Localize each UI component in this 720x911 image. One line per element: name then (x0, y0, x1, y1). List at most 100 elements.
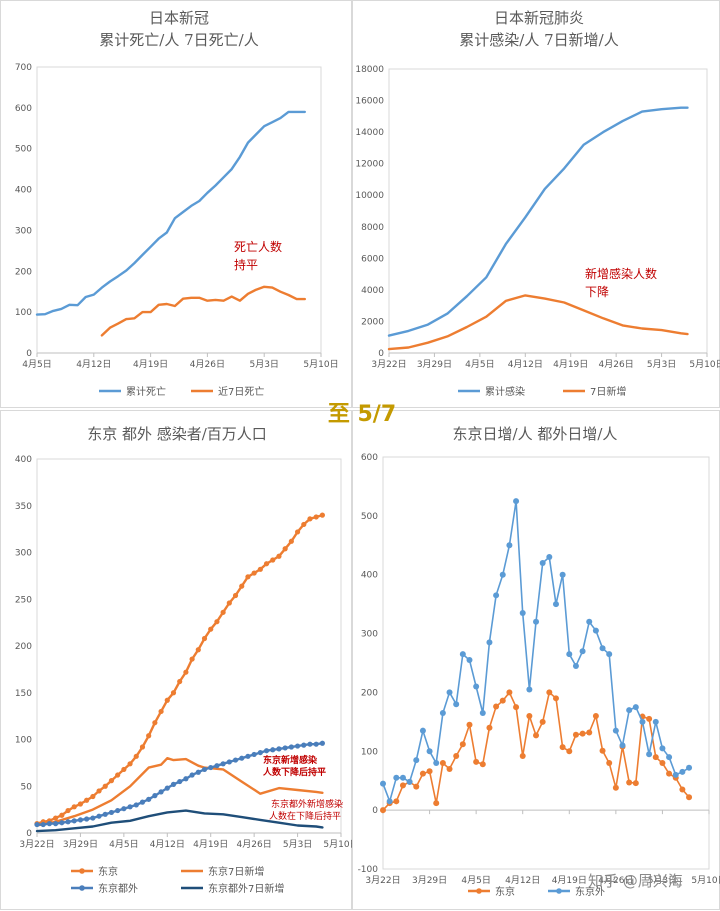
y-tick-label: 200 (15, 642, 32, 652)
outside-annotation-line2: 人数在下降后持平 (269, 810, 341, 822)
chart-subtitle: 累计感染/人 7日新增/人 (459, 31, 618, 49)
series-point-2 (526, 686, 533, 693)
series-point-1 (133, 753, 139, 759)
y-tick-label: 400 (15, 186, 32, 196)
series-point-1 (446, 765, 453, 772)
x-tick-label: 4月12日 (150, 839, 185, 850)
series-point-1 (579, 730, 586, 737)
series-point-2 (619, 742, 626, 749)
x-tick-label: 4月26日 (598, 875, 633, 886)
series-point-1 (599, 747, 606, 754)
series-line-2 (382, 500, 690, 803)
series-point-3 (276, 746, 282, 752)
series-point-3 (96, 813, 102, 819)
y-tick-label: 300 (15, 549, 32, 559)
series-point-1 (519, 752, 526, 759)
series-point-3 (164, 785, 170, 791)
y-tick-label: 6000 (361, 254, 384, 264)
series-point-1 (177, 678, 183, 685)
y-tick-label: 300 (361, 630, 378, 640)
series-point-2 (646, 751, 653, 758)
series-point-2 (606, 651, 613, 658)
series-point-1 (566, 748, 573, 755)
series-line-1 (387, 106, 689, 337)
series-point-1 (71, 804, 77, 810)
legend-entry: 东京都外 (98, 882, 138, 895)
daily-chart-svg: 东京日增/人 都外日增/人 -100 0 100 200 300 400 500 600 3月2… (358, 425, 720, 898)
series-point-3 (307, 741, 313, 747)
series-point-3 (139, 799, 146, 805)
series-point-2 (672, 771, 679, 778)
series-point-2 (413, 757, 420, 764)
series-point-3 (270, 747, 276, 753)
series-point-1 (65, 807, 71, 814)
series-point-3 (177, 778, 183, 785)
series-point-2 (686, 764, 693, 771)
series-point-3 (226, 759, 232, 765)
chart-title: 东京 都外 感染者/百万人口 (87, 425, 267, 443)
series-point-3 (313, 741, 319, 747)
y-tick-label: 600 (15, 104, 32, 114)
series-point-2 (566, 651, 573, 658)
series-point-2 (626, 707, 633, 714)
series-point-3 (183, 776, 189, 782)
series-point-1 (453, 752, 460, 759)
series-point-1 (220, 609, 226, 615)
y-tick-label: 16000 (355, 97, 384, 107)
series-point-2 (579, 648, 586, 655)
series-point-3 (121, 806, 127, 812)
y-tick-label: 0 (372, 806, 378, 816)
series-point-1 (257, 566, 263, 572)
series-point-3 (220, 761, 226, 767)
series-point-2 (439, 710, 446, 717)
x-tick-label: 5月3日 (647, 359, 676, 370)
infections-annotation-line2: 下降 (585, 285, 609, 299)
legend-entry: 东京 (495, 885, 515, 898)
y-tick-label: -100 (358, 865, 379, 875)
legend-entry: 东京外 (575, 885, 605, 898)
x-tick-label: 4月26日 (190, 359, 225, 370)
series-point-2 (533, 618, 540, 625)
chart-title: 日本新冠 (149, 9, 209, 27)
series-point-2 (386, 798, 393, 805)
series-point-1 (626, 779, 633, 786)
series-point-1 (539, 718, 546, 725)
x-tick-label: 5月10日 (323, 839, 353, 850)
y-tick-label: 300 (15, 226, 32, 236)
legend-entry: 东京 (98, 865, 118, 878)
legend-entry: 东京都外7日新增 (208, 882, 284, 895)
series-point-3 (77, 817, 84, 823)
series-point-2 (466, 657, 473, 664)
chart-japan-infections: 日本新冠肺炎 累计感染/人 7日新增/人 0 2000 4000 6000 8000 10… (352, 0, 720, 408)
legend-marker (476, 888, 482, 894)
series-point-3 (232, 757, 239, 763)
series-point-1 (195, 647, 201, 653)
series-point-1 (592, 712, 599, 719)
series-point-1 (307, 516, 313, 522)
series-point-2 (592, 627, 599, 634)
infections-annotation-line1: 新增感染人数 (585, 266, 657, 281)
series-point-2 (479, 710, 486, 717)
series-point-1 (158, 708, 164, 715)
series-point-1 (183, 669, 189, 675)
chart-title: 东京日增/人 都外日增/人 (453, 425, 618, 443)
series-point-2 (426, 748, 433, 755)
plot-area (388, 68, 708, 354)
series-point-3 (170, 781, 177, 787)
y-tick-label: 0 (26, 349, 32, 359)
series-point-2 (419, 727, 426, 734)
series-point-2 (493, 592, 500, 599)
per-million-chart-svg: 东京 都外 感染者/百万人口 0 50 100 150 200 250 300 350 400 3… (15, 425, 353, 895)
series-point-1 (499, 697, 506, 704)
series-point-2 (486, 639, 493, 646)
series-point-2 (586, 618, 593, 625)
series-point-1 (152, 720, 158, 726)
series-point-1 (121, 766, 127, 773)
x-tick-label: 3月29日 (417, 359, 452, 370)
y-tick-label: 14000 (355, 128, 384, 138)
series-point-1 (146, 733, 152, 739)
series-point-2 (612, 727, 619, 734)
series-point-3 (263, 748, 270, 754)
y-tick-label: 50 (21, 782, 33, 792)
series-point-3 (319, 740, 325, 746)
